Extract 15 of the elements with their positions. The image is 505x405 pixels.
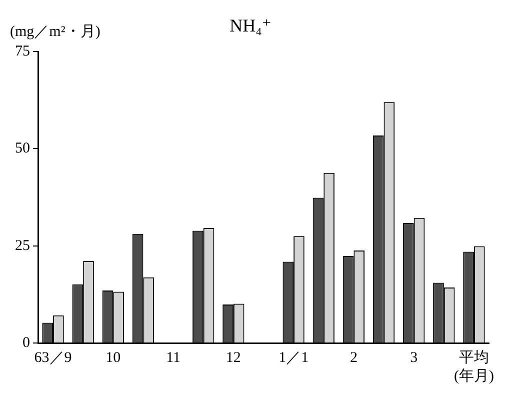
y-tick-label: 0 — [22, 334, 30, 351]
x-tick-label: 11 — [166, 350, 181, 366]
x-tick-label: 3 — [410, 350, 418, 366]
x-tick-label: 63／9 — [34, 350, 72, 366]
x-tick-label: 12 — [226, 350, 241, 366]
y-axis-title: (mg／m²・月) — [10, 24, 100, 40]
x-axis-title: (年月) — [454, 367, 494, 384]
x-tick-label: 平均 — [458, 348, 489, 366]
x-tick-label: 1／1 — [278, 350, 309, 366]
x-tick-label: 10 — [106, 350, 121, 366]
x-tick-label: 2 — [350, 350, 358, 366]
y-tick-label: 50 — [15, 140, 30, 157]
y-tick-label: 75 — [15, 44, 30, 60]
chart-title: NH₄⁺ — [230, 16, 272, 36]
y-tick-label: 25 — [15, 238, 30, 254]
